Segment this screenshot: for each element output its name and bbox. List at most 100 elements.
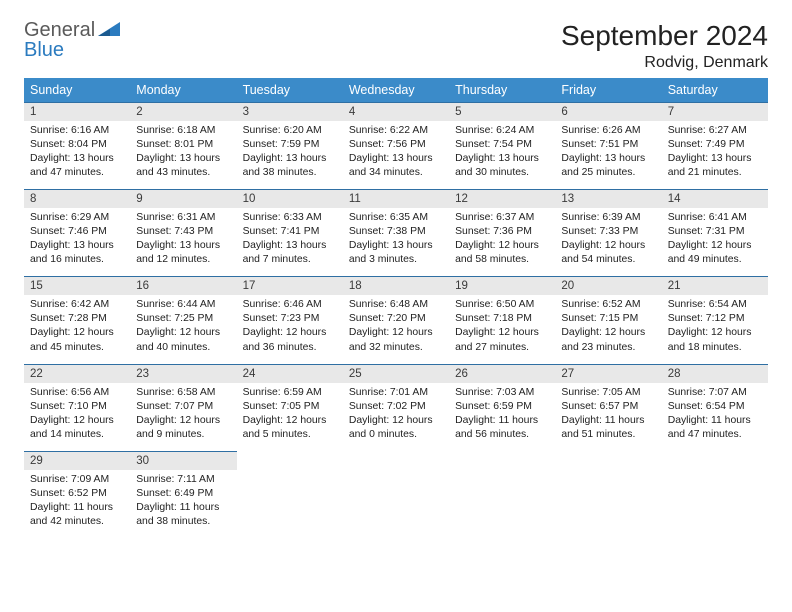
calendar-cell: 1Sunrise: 6:16 AMSunset: 8:04 PMDaylight… — [24, 102, 130, 189]
weekday-header: Wednesday — [343, 78, 449, 102]
sunrise-text: Sunrise: 6:50 AM — [455, 298, 549, 312]
sunrise-text: Sunrise: 6:24 AM — [455, 124, 549, 138]
sunrise-text: Sunrise: 7:05 AM — [561, 386, 655, 400]
sunrise-text: Sunrise: 6:44 AM — [136, 298, 230, 312]
sunset-text: Sunset: 8:04 PM — [30, 138, 124, 152]
calendar-cell: .. — [449, 451, 555, 538]
day-body: Sunrise: 6:42 AMSunset: 7:28 PMDaylight:… — [24, 295, 130, 363]
calendar-cell: 20Sunrise: 6:52 AMSunset: 7:15 PMDayligh… — [555, 276, 661, 363]
day-body: Sunrise: 6:48 AMSunset: 7:20 PMDaylight:… — [343, 295, 449, 363]
day-body: Sunrise: 6:33 AMSunset: 7:41 PMDaylight:… — [237, 208, 343, 276]
sunset-text: Sunset: 7:56 PM — [349, 138, 443, 152]
daylight-text: Daylight: 12 hours and 32 minutes. — [349, 326, 443, 354]
day-number: 8 — [24, 189, 130, 208]
day-number: 27 — [555, 364, 661, 383]
sunset-text: Sunset: 7:28 PM — [30, 312, 124, 326]
day-number: 15 — [24, 276, 130, 295]
daylight-text: Daylight: 13 hours and 38 minutes. — [243, 152, 337, 180]
sunset-text: Sunset: 7:59 PM — [243, 138, 337, 152]
weekday-header: Sunday — [24, 78, 130, 102]
calendar-table: Sunday Monday Tuesday Wednesday Thursday… — [24, 78, 768, 538]
calendar-cell: .. — [237, 451, 343, 538]
sunset-text: Sunset: 7:46 PM — [30, 225, 124, 239]
sunset-text: Sunset: 7:23 PM — [243, 312, 337, 326]
day-body: Sunrise: 6:46 AMSunset: 7:23 PMDaylight:… — [237, 295, 343, 363]
daylight-text: Daylight: 12 hours and 0 minutes. — [349, 414, 443, 442]
sunrise-text: Sunrise: 6:33 AM — [243, 211, 337, 225]
calendar-cell: 7Sunrise: 6:27 AMSunset: 7:49 PMDaylight… — [662, 102, 768, 189]
calendar-cell: 9Sunrise: 6:31 AMSunset: 7:43 PMDaylight… — [130, 189, 236, 276]
calendar-cell: .. — [343, 451, 449, 538]
day-number: 14 — [662, 189, 768, 208]
day-number: 4 — [343, 102, 449, 121]
sunset-text: Sunset: 7:10 PM — [30, 400, 124, 414]
day-number: 19 — [449, 276, 555, 295]
calendar-cell: 13Sunrise: 6:39 AMSunset: 7:33 PMDayligh… — [555, 189, 661, 276]
sunset-text: Sunset: 6:54 PM — [668, 400, 762, 414]
day-body: Sunrise: 6:59 AMSunset: 7:05 PMDaylight:… — [237, 383, 343, 451]
daylight-text: Daylight: 12 hours and 45 minutes. — [30, 326, 124, 354]
day-body: Sunrise: 6:16 AMSunset: 8:04 PMDaylight:… — [24, 121, 130, 189]
daylight-text: Daylight: 12 hours and 23 minutes. — [561, 326, 655, 354]
daylight-text: Daylight: 13 hours and 16 minutes. — [30, 239, 124, 267]
day-body: Sunrise: 7:09 AMSunset: 6:52 PMDaylight:… — [24, 470, 130, 538]
calendar-cell: 10Sunrise: 6:33 AMSunset: 7:41 PMDayligh… — [237, 189, 343, 276]
day-number: 21 — [662, 276, 768, 295]
day-number: 10 — [237, 189, 343, 208]
day-number: 6 — [555, 102, 661, 121]
sunrise-text: Sunrise: 6:54 AM — [668, 298, 762, 312]
day-number: 30 — [130, 451, 236, 470]
day-body: Sunrise: 7:01 AMSunset: 7:02 PMDaylight:… — [343, 383, 449, 451]
calendar-cell: 14Sunrise: 6:41 AMSunset: 7:31 PMDayligh… — [662, 189, 768, 276]
calendar-cell: 25Sunrise: 7:01 AMSunset: 7:02 PMDayligh… — [343, 364, 449, 451]
day-body: Sunrise: 6:22 AMSunset: 7:56 PMDaylight:… — [343, 121, 449, 189]
calendar-cell: 23Sunrise: 6:58 AMSunset: 7:07 PMDayligh… — [130, 364, 236, 451]
sunrise-text: Sunrise: 6:59 AM — [243, 386, 337, 400]
day-body: Sunrise: 6:29 AMSunset: 7:46 PMDaylight:… — [24, 208, 130, 276]
sunset-text: Sunset: 7:12 PM — [668, 312, 762, 326]
sunset-text: Sunset: 7:38 PM — [349, 225, 443, 239]
logo: General Blue — [24, 20, 122, 60]
calendar-cell: 15Sunrise: 6:42 AMSunset: 7:28 PMDayligh… — [24, 276, 130, 363]
day-body: Sunrise: 7:05 AMSunset: 6:57 PMDaylight:… — [555, 383, 661, 451]
weekday-header: Monday — [130, 78, 236, 102]
day-body: Sunrise: 6:56 AMSunset: 7:10 PMDaylight:… — [24, 383, 130, 451]
calendar-cell: 26Sunrise: 7:03 AMSunset: 6:59 PMDayligh… — [449, 364, 555, 451]
sunset-text: Sunset: 7:54 PM — [455, 138, 549, 152]
calendar-cell: 17Sunrise: 6:46 AMSunset: 7:23 PMDayligh… — [237, 276, 343, 363]
calendar-cell: 22Sunrise: 6:56 AMSunset: 7:10 PMDayligh… — [24, 364, 130, 451]
sunrise-text: Sunrise: 7:09 AM — [30, 473, 124, 487]
sunset-text: Sunset: 7:51 PM — [561, 138, 655, 152]
day-number: 23 — [130, 364, 236, 383]
day-body: Sunrise: 6:31 AMSunset: 7:43 PMDaylight:… — [130, 208, 236, 276]
day-number: 22 — [24, 364, 130, 383]
calendar-cell: 8Sunrise: 6:29 AMSunset: 7:46 PMDaylight… — [24, 189, 130, 276]
daylight-text: Daylight: 12 hours and 14 minutes. — [30, 414, 124, 442]
calendar-cell: 19Sunrise: 6:50 AMSunset: 7:18 PMDayligh… — [449, 276, 555, 363]
sunrise-text: Sunrise: 6:16 AM — [30, 124, 124, 138]
sunrise-text: Sunrise: 7:11 AM — [136, 473, 230, 487]
daylight-text: Daylight: 12 hours and 18 minutes. — [668, 326, 762, 354]
weekday-header-row: Sunday Monday Tuesday Wednesday Thursday… — [24, 78, 768, 102]
calendar-cell: 2Sunrise: 6:18 AMSunset: 8:01 PMDaylight… — [130, 102, 236, 189]
sunset-text: Sunset: 7:07 PM — [136, 400, 230, 414]
day-body: Sunrise: 6:50 AMSunset: 7:18 PMDaylight:… — [449, 295, 555, 363]
daylight-text: Daylight: 12 hours and 54 minutes. — [561, 239, 655, 267]
day-number: 3 — [237, 102, 343, 121]
calendar-cell: 18Sunrise: 6:48 AMSunset: 7:20 PMDayligh… — [343, 276, 449, 363]
day-number: 5 — [449, 102, 555, 121]
day-body: Sunrise: 7:03 AMSunset: 6:59 PMDaylight:… — [449, 383, 555, 451]
daylight-text: Daylight: 11 hours and 56 minutes. — [455, 414, 549, 442]
calendar-cell: 12Sunrise: 6:37 AMSunset: 7:36 PMDayligh… — [449, 189, 555, 276]
calendar-body: 1Sunrise: 6:16 AMSunset: 8:04 PMDaylight… — [24, 102, 768, 538]
sunrise-text: Sunrise: 6:37 AM — [455, 211, 549, 225]
daylight-text: Daylight: 13 hours and 43 minutes. — [136, 152, 230, 180]
sunset-text: Sunset: 7:25 PM — [136, 312, 230, 326]
daylight-text: Daylight: 13 hours and 12 minutes. — [136, 239, 230, 267]
calendar-cell: 28Sunrise: 7:07 AMSunset: 6:54 PMDayligh… — [662, 364, 768, 451]
day-number: 17 — [237, 276, 343, 295]
sunrise-text: Sunrise: 6:35 AM — [349, 211, 443, 225]
sunrise-text: Sunrise: 6:39 AM — [561, 211, 655, 225]
daylight-text: Daylight: 11 hours and 47 minutes. — [668, 414, 762, 442]
header: General Blue September 2024 Rodvig, Denm… — [24, 20, 768, 72]
